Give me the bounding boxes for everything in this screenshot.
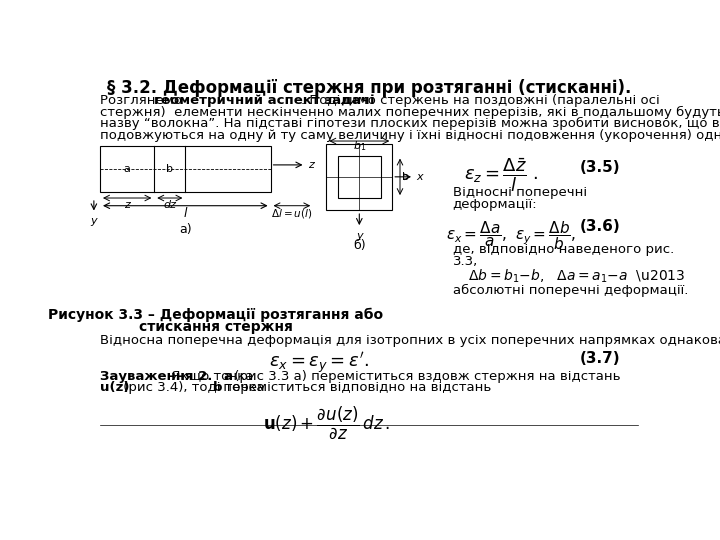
Text: $\varepsilon_x = \dfrac{\Delta a}{a},$: $\varepsilon_x = \dfrac{\Delta a}{a},$ [446,219,506,248]
Text: y: y [356,231,363,241]
Text: Відносна поперечна деформація для ізотропних в усіх поперечних напрямках однаков: Відносна поперечна деформація для ізотро… [100,334,720,347]
Text: абсолютні поперечні деформації.: абсолютні поперечні деформації. [453,284,688,296]
Text: a: a [124,164,130,174]
Text: переміститься відповідно на відстань: переміститься відповідно на відстань [219,381,491,394]
Text: b: b [402,172,410,182]
Text: стержня)  елементи нескінченно малих поперечних перерізів, які в подальшому буду: стержня) елементи нескінченно малих попе… [100,106,720,119]
Text: z: z [307,160,314,170]
Text: Зауваження 2.: Зауваження 2. [100,370,212,383]
Text: 3.3,: 3.3, [453,255,478,268]
Text: l: l [184,207,187,220]
Text: . Поділимо стержень на поздовжні (паралельні осі: . Поділимо стержень на поздовжні (парале… [301,94,660,107]
Text: стискання стержня: стискання стержня [139,320,292,334]
Text: z: z [125,200,130,210]
Text: (рис 3.3 а) переміститься вздовж стержня на відстань: (рис 3.3 а) переміститься вздовж стержня… [230,370,620,383]
Text: u(z): u(z) [100,381,130,394]
Text: $\mathbf{u}(z) + \dfrac{\partial u(z)}{\partial z}\,dz\,.$: $\mathbf{u}(z) + \dfrac{\partial u(z)}{\… [263,405,390,442]
Text: деформації:: деформації: [453,198,537,211]
Text: Розглянемо: Розглянемо [100,94,186,107]
Text: § 3.2. Деформації стержня при розтяганні (стисканні).: § 3.2. Деформації стержня при розтяганні… [107,79,631,97]
Text: $\varepsilon_z = \dfrac{\Delta \bar{z}}{l}$ .: $\varepsilon_z = \dfrac{\Delta \bar{z}}{… [464,157,538,194]
Text: $\Delta l{=}u(l)$: $\Delta l{=}u(l)$ [271,207,312,220]
Text: (3.5): (3.5) [580,160,620,176]
Text: $b_1$: $b_1$ [353,139,366,153]
Text: назву “волокна”. На підставі гіпотези плоских перерізів можна зробити висновок, : назву “волокна”. На підставі гіпотези пл… [100,117,720,130]
Text: a: a [223,370,233,383]
Text: $\Delta b{=}b_1{-}b$,   $\Delta a{=}a_1{-}a$  \u2013: $\Delta b{=}b_1{-}b$, $\Delta a{=}a_1{-}… [468,268,685,286]
Text: Відносні поперечні: Відносні поперечні [453,186,587,199]
Bar [100,146,271,192]
Text: y: y [91,217,97,226]
Text: геометричний аспект задачі: геометричний аспект задачі [153,94,374,107]
Text: а): а) [179,222,192,235]
Text: b: b [212,381,222,394]
Text: b: b [166,164,174,174]
Bar [326,144,392,210]
Bar [338,156,381,198]
Text: (рис 3.4), тоді точка: (рис 3.4), тоді точка [120,381,269,394]
Text: (3.7): (3.7) [580,351,620,366]
Text: (3.6): (3.6) [580,219,621,234]
Text: де, відповідно наведеного рис.: де, відповідно наведеного рис. [453,244,674,256]
Text: $\varepsilon_x = \varepsilon_y = \varepsilon'.$: $\varepsilon_x = \varepsilon_y = \vareps… [269,351,369,376]
Text: б): б) [353,239,366,252]
Text: x: x [416,172,423,182]
Text: подовжуються на одну й ту саму величину і їхні відносні подовження (укорочення) : подовжуються на одну й ту саму величину … [100,129,720,141]
Text: dz: dz [163,200,176,210]
Text: $\varepsilon_y = \dfrac{\Delta b}{b},$: $\varepsilon_y = \dfrac{\Delta b}{b},$ [515,219,576,252]
Text: Рисунок 3.3 – Деформації розтягання або: Рисунок 3.3 – Деформації розтягання або [48,307,383,322]
Text: Якщо точка: Якщо точка [167,370,257,383]
